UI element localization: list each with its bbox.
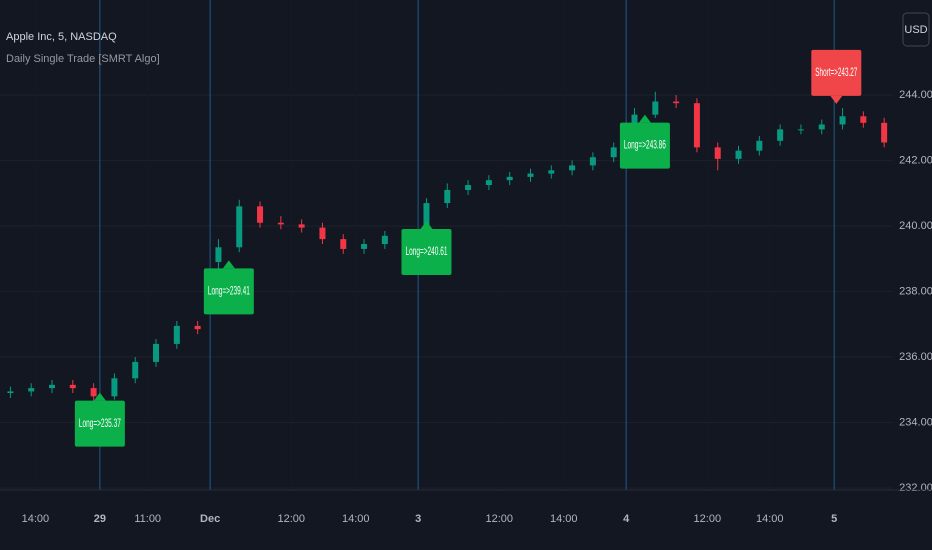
candle-body xyxy=(652,101,659,115)
axes: 232.00 234.00 236.00 238.00 240.00 242.00 244.… xyxy=(0,89,932,525)
candle-body xyxy=(797,129,804,131)
candle-body xyxy=(194,325,201,330)
signal-label: Long=>235.37 xyxy=(79,416,121,430)
signal-box xyxy=(203,268,254,315)
candle-body xyxy=(361,244,368,249)
signal-marker xyxy=(222,260,235,269)
candle-body xyxy=(257,206,264,223)
y-tick-label: 234.00 xyxy=(899,416,932,428)
candle-body xyxy=(881,122,888,143)
signal-box xyxy=(401,229,452,276)
candle-body xyxy=(111,378,118,397)
candle-body xyxy=(465,185,472,190)
x-tick-label: 12:00 xyxy=(694,513,722,525)
x-tick-label: 14:00 xyxy=(342,513,370,525)
x-tick-label: 12:00 xyxy=(486,513,514,525)
x-tick-label: Dec xyxy=(200,513,220,525)
candle-body xyxy=(381,235,388,245)
candle-body xyxy=(548,170,555,174)
candle-body xyxy=(860,116,867,123)
x-tick-label: 14:00 xyxy=(22,513,50,525)
chart-title: Apple Inc, 5, NASDAQ xyxy=(6,31,117,43)
signal-box xyxy=(811,49,862,96)
candle-body xyxy=(693,103,700,148)
x-tick-label: 12:00 xyxy=(277,513,305,525)
signal-marker xyxy=(638,114,651,123)
signal-label: Long=>240.61 xyxy=(405,244,447,258)
signals: Long=>235.37 Long=>239.41 Long=>240.61 Long… xyxy=(74,49,862,447)
candle-body xyxy=(173,325,180,344)
candle-body xyxy=(298,224,305,228)
candle-body xyxy=(589,157,596,166)
candle-body xyxy=(506,176,513,181)
candle-body xyxy=(277,222,284,225)
signal-label: Long=>239.41 xyxy=(208,283,250,297)
candle-body xyxy=(714,147,721,159)
candle-body xyxy=(69,384,76,389)
candle-body xyxy=(236,206,243,248)
candle-body xyxy=(90,388,97,397)
y-tick-label: 240.00 xyxy=(899,220,932,232)
candle-body xyxy=(818,124,825,130)
y-tick-label: 242.00 xyxy=(899,154,932,166)
candle-body xyxy=(527,173,534,177)
candle-body xyxy=(777,129,784,141)
signal-label: Long=>243.86 xyxy=(624,138,666,152)
candle-body xyxy=(485,180,492,186)
candle-body xyxy=(444,189,451,204)
candle-body xyxy=(610,147,617,158)
signal-box xyxy=(619,122,670,169)
candle-body xyxy=(28,388,35,392)
y-tick-label: 238.00 xyxy=(899,285,932,297)
signal-box xyxy=(74,400,125,447)
signal-marker xyxy=(93,392,106,401)
candle-body xyxy=(735,150,742,159)
x-tick-label: 14:00 xyxy=(550,513,578,525)
y-tick-label: 244.00 xyxy=(899,89,932,101)
chart-subtitle: Daily Single Trade [SMRT Algo] xyxy=(6,53,160,65)
candle-body xyxy=(132,361,139,379)
x-tick-label: 14:00 xyxy=(756,513,784,525)
x-tick-label: 3 xyxy=(415,513,421,525)
x-tick-label: 4 xyxy=(623,513,630,525)
x-tick-label: 11:00 xyxy=(134,513,161,525)
candle-body xyxy=(340,239,347,249)
candle-body xyxy=(49,384,56,389)
candle-body xyxy=(7,391,14,394)
candle-body xyxy=(153,343,160,362)
signal-marker xyxy=(830,95,843,104)
currency-button[interactable] xyxy=(902,12,930,47)
candle-body xyxy=(215,247,222,263)
signal-label: Short=>243.27 xyxy=(815,65,857,79)
candle-body xyxy=(756,140,763,151)
candle-body xyxy=(569,165,576,171)
x-tick-label: 5 xyxy=(831,513,837,525)
y-tick-label: 232.00 xyxy=(899,482,932,494)
candle-body xyxy=(319,227,326,240)
signal-marker xyxy=(420,221,433,230)
candle-body xyxy=(839,116,846,125)
currency-label[interactable]: USD xyxy=(904,24,927,36)
candle-body xyxy=(673,101,680,104)
y-tick-label: 236.00 xyxy=(899,351,932,363)
x-tick-label: 29 xyxy=(94,513,106,525)
